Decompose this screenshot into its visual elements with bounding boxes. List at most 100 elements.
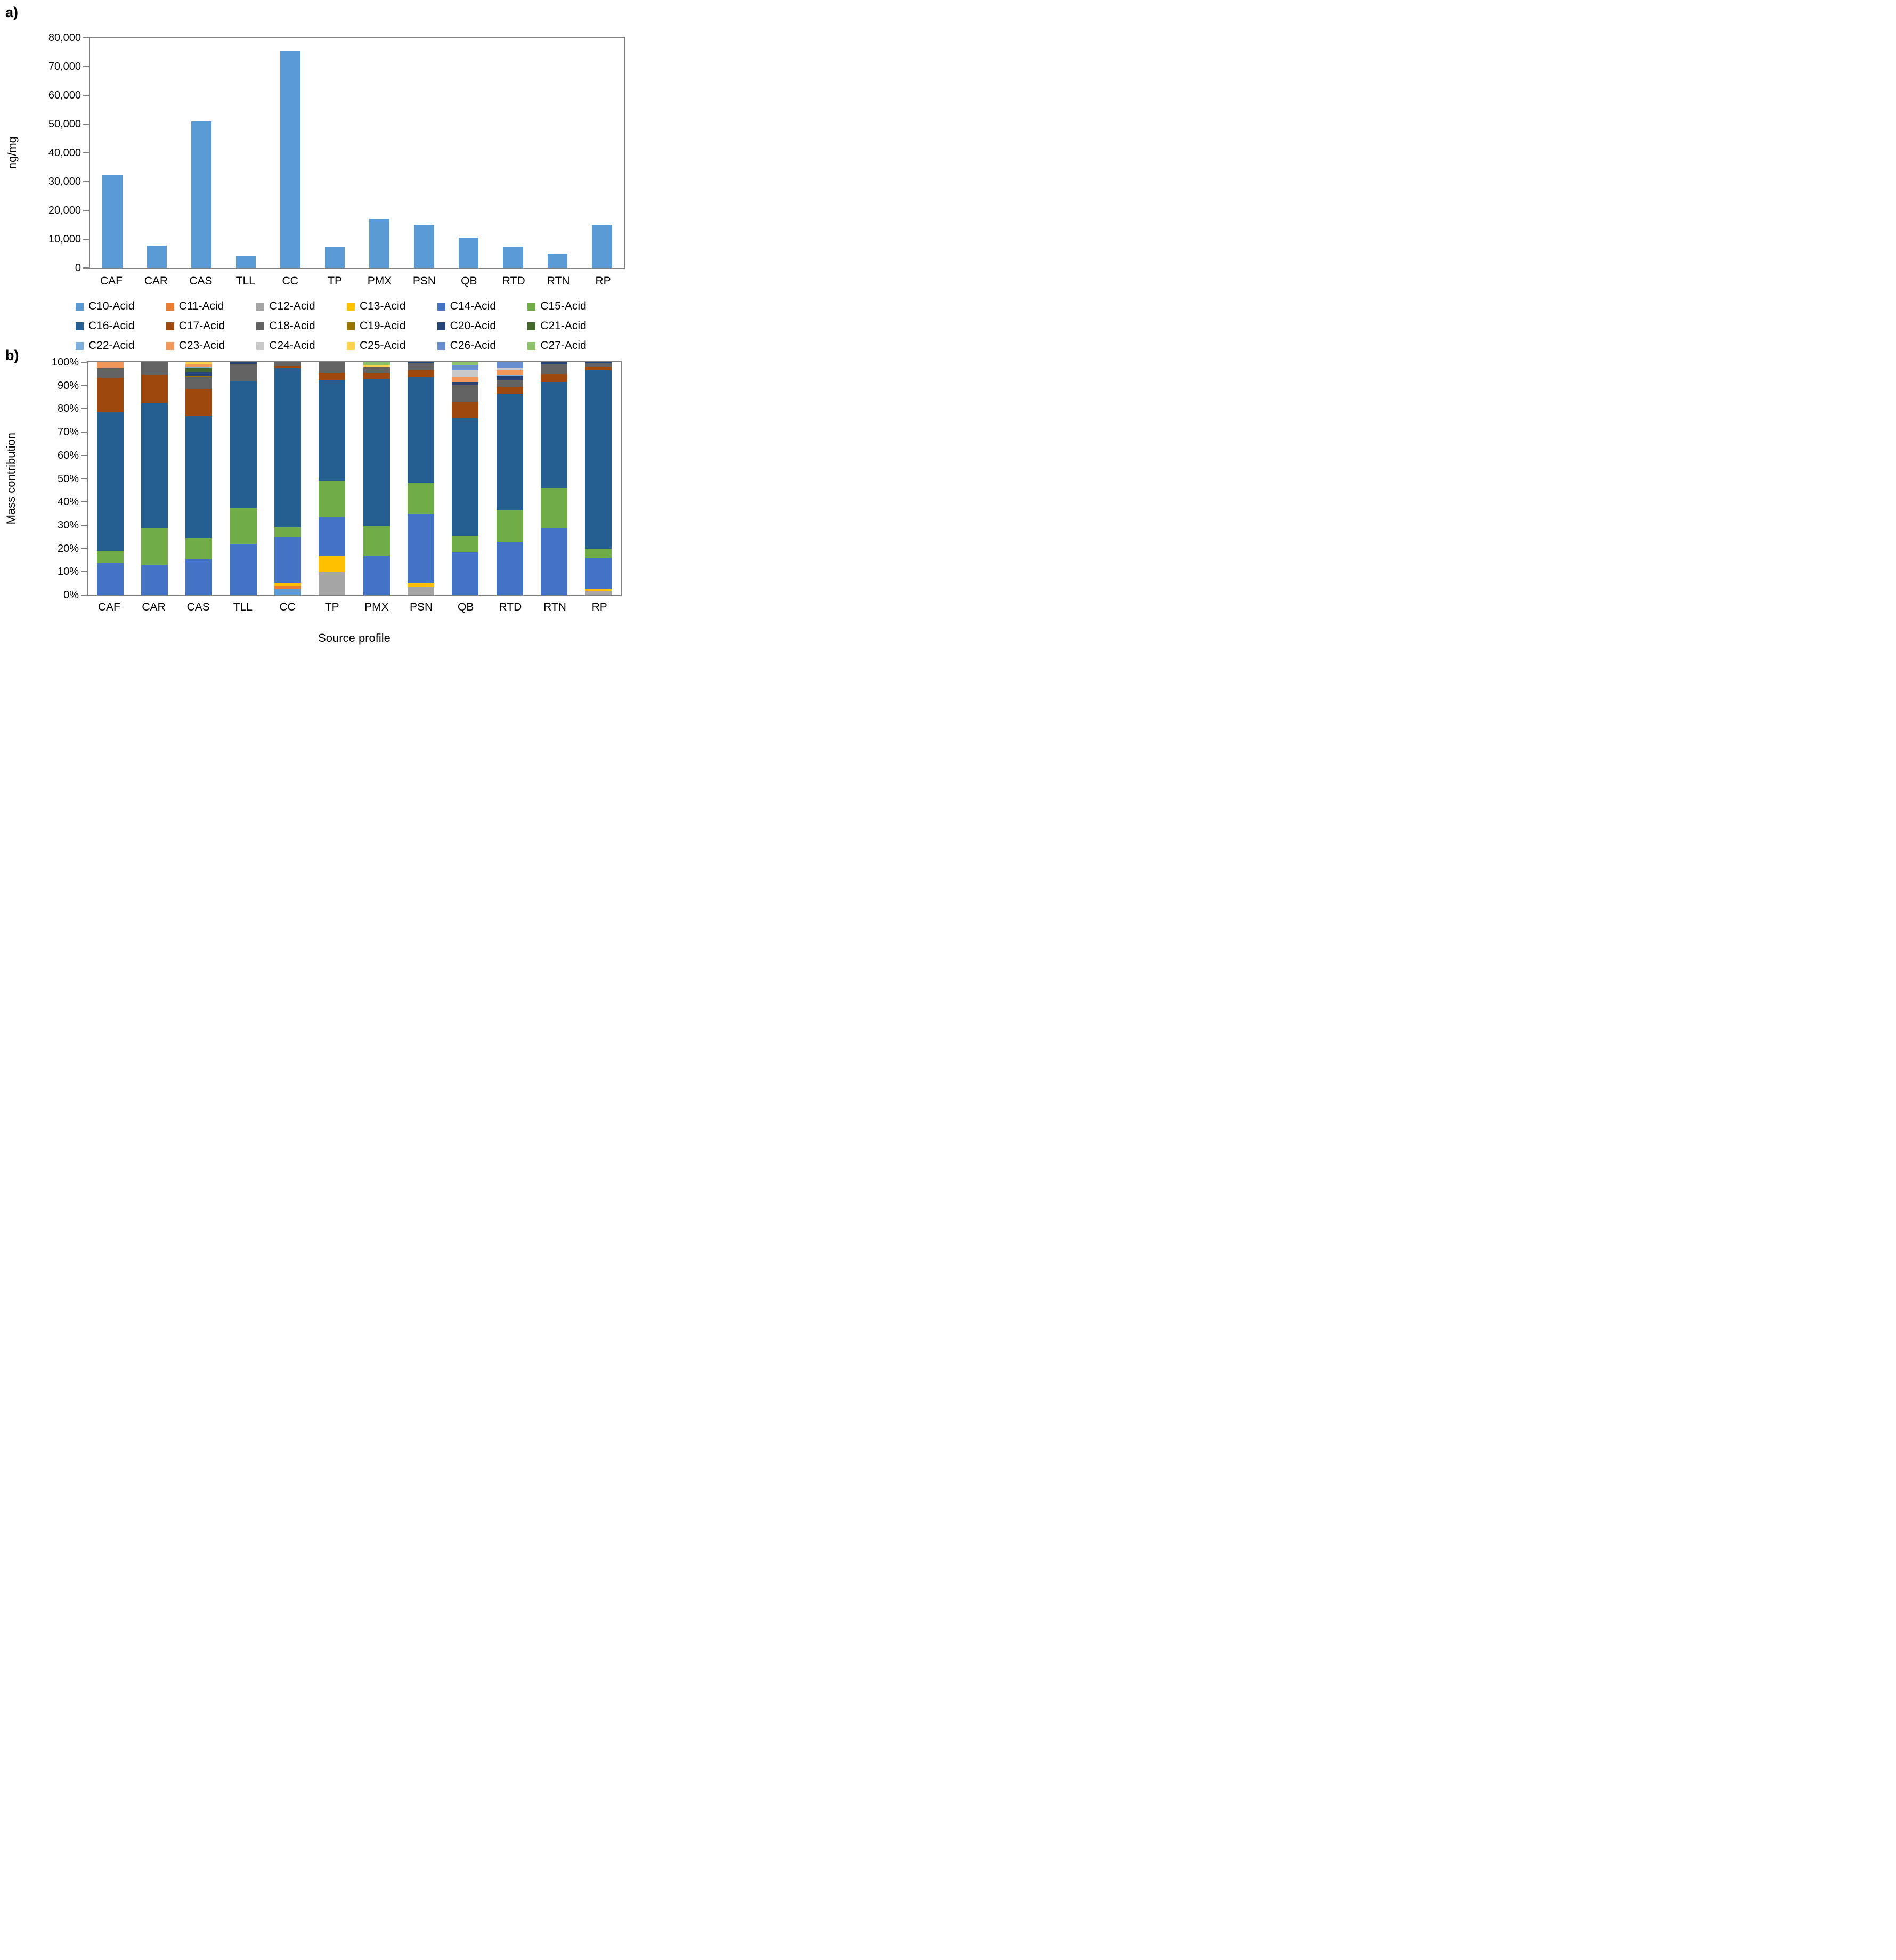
x-label-CAF: CAF — [100, 275, 123, 287]
segment-C11-Acid-CC — [274, 586, 301, 589]
stack-slot-PSN — [398, 362, 443, 595]
legend-label-C19-Acid: C19-Acid — [360, 320, 406, 332]
segment-C23-Acid-QB — [452, 377, 479, 383]
segment-C24-Acid-RTD — [496, 368, 523, 371]
segment-C12-Acid-PSN — [407, 587, 434, 595]
y-tick-mark — [81, 432, 87, 433]
legend-swatch-C18-Acid — [256, 322, 265, 330]
y-tick-mark — [83, 210, 89, 211]
x-label-QB: QB — [458, 601, 474, 613]
y-tick-label: 40,000 — [48, 147, 81, 159]
legend-label-C18-Acid: C18-Acid — [269, 320, 315, 332]
segment-C18-Acid-CC — [274, 362, 301, 366]
stacked-bar-CAR — [141, 362, 168, 595]
legend-label-C20-Acid: C20-Acid — [450, 320, 497, 332]
segment-C18-Acid-PMX — [363, 367, 390, 373]
segment-C15-Acid-PSN — [407, 483, 434, 514]
legend-swatch-C26-Acid — [437, 341, 445, 350]
legend-item-C10-Acid: C10-Acid — [76, 300, 164, 313]
legend-swatch-C11-Acid — [166, 302, 174, 311]
y-tick-mark — [83, 152, 89, 153]
legend-label-C25-Acid: C25-Acid — [360, 339, 406, 352]
legend-label-C11-Acid: C11-Acid — [178, 300, 224, 312]
y-tick-label: 20,000 — [48, 205, 81, 216]
segment-C20-Acid-TLL — [230, 362, 257, 364]
bar-slot-TP — [313, 38, 357, 268]
segment-C27-Acid-PMX — [363, 362, 390, 365]
legend-item-C16-Acid: C16-Acid — [76, 320, 164, 332]
segment-C16-Acid-QB — [452, 418, 479, 536]
stack-slot-QB — [443, 362, 487, 595]
segment-C13-Acid-PSN — [407, 583, 434, 587]
segment-C20-Acid-QB — [452, 382, 479, 385]
panel-b-x-axis-labels: CAF CAR CAS TLL CC TP PMX PSN QB RTD RTN RP — [87, 601, 622, 614]
segment-C20-Acid-RTD — [496, 376, 523, 380]
stacked-bar-PSN — [407, 362, 434, 595]
x-label-CC: CC — [279, 601, 296, 613]
x-label-RTN: RTN — [543, 601, 566, 613]
stacked-bar-RTD — [496, 362, 523, 595]
panel-a-bars — [90, 38, 624, 268]
segment-C21-Acid-CAS — [185, 368, 213, 372]
y-tick-mark — [81, 362, 87, 363]
y-tick-mark — [83, 66, 89, 67]
segment-C18-Acid-RTD — [496, 379, 523, 387]
segment-C27-Acid-QB — [452, 362, 479, 365]
legend-label-C12-Acid: C12-Acid — [269, 300, 315, 312]
segment-C14-Acid-RP — [585, 558, 612, 590]
y-tick-label: 90% — [57, 379, 79, 392]
bar-QB — [458, 238, 479, 268]
legend-swatch-C22-Acid — [76, 341, 84, 350]
y-tick-mark — [81, 385, 87, 386]
segment-C20-Acid-CAS — [185, 372, 213, 377]
x-label-PMX: PMX — [367, 275, 392, 287]
stacked-bar-PMX — [363, 362, 390, 595]
bar-CAS — [191, 121, 211, 268]
y-tick-mark — [83, 267, 89, 269]
x-label-RTD: RTD — [499, 601, 522, 613]
segment-C25-Acid-CAS — [185, 362, 213, 364]
segment-C18-Acid-RP — [585, 363, 612, 367]
panel-a-y-axis-title-text: ng/mg — [5, 136, 19, 169]
bar-slot-PSN — [402, 38, 446, 268]
segment-C15-Acid-CAS — [185, 538, 213, 560]
x-label-PMX: PMX — [364, 601, 389, 613]
legend-swatch-C15-Acid — [527, 302, 536, 311]
segment-C15-Acid-RTD — [496, 510, 523, 542]
bar-RTN — [547, 254, 568, 268]
legend-label-C14-Acid: C14-Acid — [450, 300, 497, 312]
stack-slot-CC — [265, 362, 310, 595]
segment-C17-Acid-CC — [274, 365, 301, 368]
segment-C16-Acid-RP — [585, 370, 612, 549]
segment-C14-Acid-CAF — [96, 563, 124, 595]
segment-C15-Acid-RP — [585, 548, 612, 558]
panel-a-x-axis-labels: CAF CAR CAS TLL CC TP PMX PSN QB RTD RTN RP — [89, 275, 625, 288]
stack-slot-CAR — [132, 362, 176, 595]
stacked-bar-CAS — [185, 362, 213, 595]
legend-item-C12-Acid: C12-Acid — [256, 300, 345, 313]
segment-C13-Acid-CC — [274, 582, 301, 587]
bar-slot-CAS — [179, 38, 224, 268]
y-tick-label: 40% — [57, 496, 79, 508]
y-tick-label: 10,000 — [48, 233, 81, 245]
legend-swatch-C13-Acid — [347, 302, 355, 311]
y-tick-label: 70% — [57, 426, 79, 438]
segment-C15-Acid-CC — [274, 527, 301, 537]
bar-slot-RTN — [535, 38, 580, 268]
segment-C23-Acid-CAF — [96, 362, 124, 368]
y-tick-label: 70,000 — [48, 61, 81, 72]
y-tick-label: 30% — [57, 519, 79, 531]
bar-CAF — [102, 174, 123, 268]
stacked-bar-TLL — [230, 362, 257, 595]
legend-swatch-C12-Acid — [256, 302, 265, 311]
stack-slot-RTN — [532, 362, 576, 595]
segment-C18-Acid-CAF — [96, 368, 124, 378]
y-tick-label: 10% — [57, 566, 79, 578]
segment-C16-Acid-TLL — [230, 381, 257, 509]
stacked-bar-RTN — [540, 362, 567, 595]
bar-RTD — [503, 246, 523, 268]
panel-a-plot-area: 0 10,000 20,000 30,000 40,000 50,000 60,000 70,… — [48, 32, 625, 274]
segment-C14-Acid-RTD — [496, 541, 523, 595]
segment-C15-Acid-CAF — [96, 550, 124, 563]
segment-C14-Acid-QB — [452, 552, 479, 595]
